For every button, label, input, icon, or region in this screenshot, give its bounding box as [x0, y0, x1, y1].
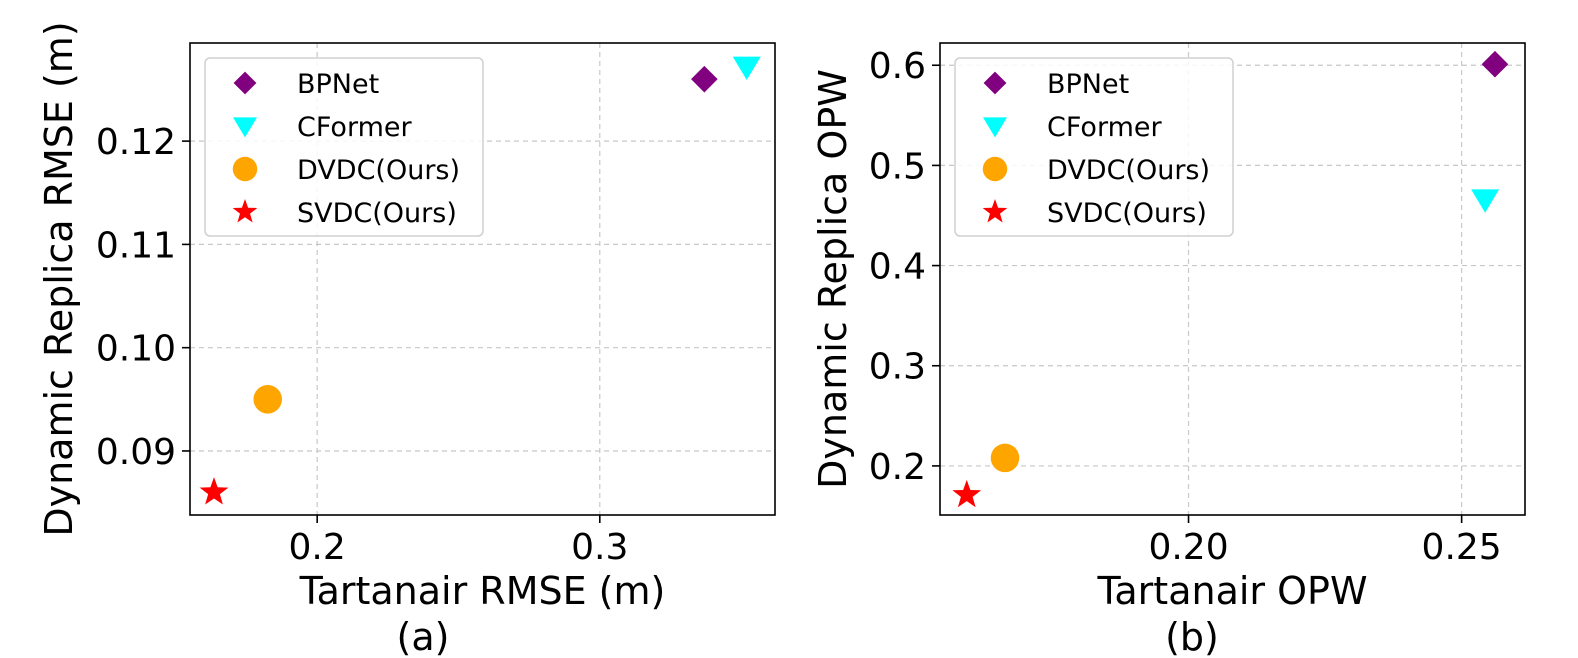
- data-point-cformer: [732, 56, 761, 81]
- legend-marker: [232, 199, 258, 223]
- data-point-cformer: [1471, 189, 1500, 213]
- y-tick-label: 0.11: [96, 225, 176, 266]
- y-tick-label: 0.12: [96, 122, 176, 163]
- legend-label: SVDC(Ours): [297, 198, 457, 229]
- legend-label: BPNet: [297, 69, 379, 100]
- subfigure-caption: (a): [397, 615, 450, 658]
- legend-marker: [982, 156, 1008, 182]
- data-point-bpnet: [1481, 50, 1509, 78]
- legend-marker: [232, 156, 258, 182]
- subfigure-caption: (b): [1165, 615, 1219, 658]
- chart-b: 0.20 0.25 0.2 0.3 0.4 0.5 0.6 BPNet CFormer DVDC(…: [811, 42, 1526, 658]
- data-point-dvdc-ours: [990, 443, 1020, 473]
- y-tick-label: 0.6: [869, 46, 926, 87]
- data-point-svdc-ours: [199, 477, 229, 505]
- plot-frame: [189, 42, 776, 516]
- legend-label: SVDC(Ours): [1047, 198, 1207, 229]
- plot-frame: [939, 42, 1526, 516]
- legend-marker: [982, 199, 1008, 223]
- x-tick-label: 0.25: [1422, 527, 1502, 568]
- legend-label: BPNet: [1047, 69, 1129, 100]
- y-tick-label: 0.2: [869, 447, 926, 488]
- y-tick-label: 0.10: [96, 329, 176, 370]
- y-tick-label: 0.4: [869, 247, 926, 288]
- y-tick-label: 0.09: [96, 432, 176, 473]
- y-axis-label: Dynamic Replica OPW: [811, 69, 855, 489]
- data-point-svdc-ours: [952, 479, 982, 508]
- x-axis-label: Tartanair OPW: [1096, 569, 1367, 613]
- legend-box: [204, 57, 484, 237]
- legend-label: CFormer: [1047, 112, 1162, 143]
- x-axis-label: Tartanair RMSE (m): [299, 569, 666, 613]
- x-tick-label: 0.3: [571, 527, 628, 568]
- legend: BPNet CFormer DVDC(Ours) SVDC(Ours): [954, 57, 1234, 237]
- data-point-dvdc-ours: [253, 385, 282, 414]
- y-tick-label: 0.3: [869, 347, 926, 388]
- chart-a: 0.2 0.3 0.09 0.10 0.11 0.12 BPNet CFormer DVDC(O…: [37, 21, 776, 658]
- legend-marker: [983, 71, 1007, 95]
- legend-marker: [233, 71, 257, 95]
- data-point-bpnet: [691, 65, 718, 93]
- legend-box: [954, 57, 1234, 237]
- legend: BPNet CFormer DVDC(Ours) SVDC(Ours): [204, 57, 484, 237]
- legend-label: CFormer: [297, 112, 412, 143]
- x-tick-label: 0.20: [1148, 527, 1228, 568]
- y-axis-label: Dynamic Replica RMSE (m): [37, 21, 81, 536]
- legend-label: DVDC(Ours): [297, 155, 460, 186]
- y-tick-label: 0.5: [869, 146, 926, 187]
- x-tick-label: 0.2: [289, 527, 346, 568]
- legend-marker: [233, 117, 257, 138]
- legend-label: DVDC(Ours): [1047, 155, 1210, 186]
- legend-marker: [983, 117, 1007, 138]
